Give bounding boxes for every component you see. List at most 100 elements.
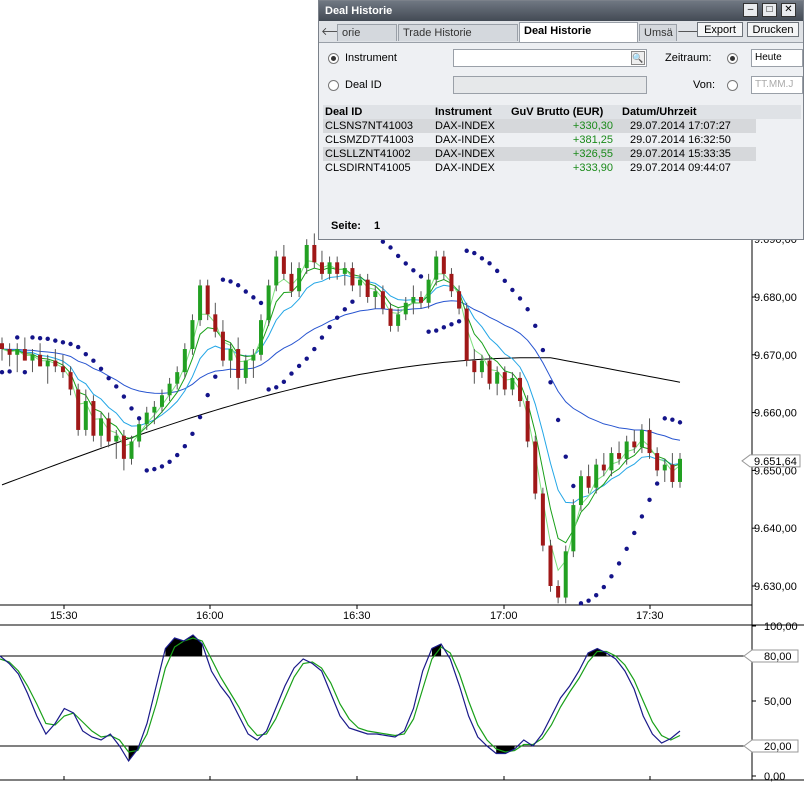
tab-next-icon[interactable]: 🡒	[677, 26, 707, 38]
von-radio[interactable]	[727, 80, 738, 91]
candle-body	[365, 279, 370, 297]
price-tick-label: 9.660,00	[754, 408, 797, 420]
table-row[interactable]: CLSMZD7T41003 DAX-INDEX +381,25 29.07.20…	[323, 133, 801, 147]
tab-trade-history[interactable]: Trade Historie	[398, 24, 518, 41]
sar-dot	[281, 379, 287, 385]
sar-dot	[403, 261, 408, 266]
candle-body	[540, 493, 545, 546]
sar-dot	[83, 351, 88, 357]
cell-deal-id: CLSDIRNT41005	[325, 162, 411, 174]
candle-body	[99, 418, 104, 436]
overbought-fill	[431, 644, 442, 656]
candle-body	[30, 354, 35, 361]
time-tick-label: 17:00	[490, 610, 518, 622]
col-pnl[interactable]: GuV Brutto (EUR)	[511, 106, 604, 118]
sar-dot	[388, 245, 393, 250]
print-button[interactable]: Drucken	[747, 22, 799, 37]
zeitraum-select[interactable]: Heute	[751, 49, 803, 67]
sar-dot	[342, 307, 348, 312]
sar-dot	[517, 296, 523, 301]
candle-body	[396, 314, 401, 326]
search-icon[interactable]: 🔍	[631, 51, 645, 65]
cell-datetime: 29.07.2014 16:32:50	[630, 134, 731, 146]
candle-body	[274, 256, 279, 286]
page-number[interactable]: 1	[374, 220, 381, 232]
maximize-icon[interactable]: □	[762, 3, 777, 17]
candle-body	[662, 464, 667, 471]
cyan-moving-average-line	[1, 274, 681, 504]
sar-dot	[555, 417, 561, 423]
candle-body	[457, 291, 462, 309]
deal-table: Deal ID Instrument GuV Brutto (EUR) Datu…	[323, 105, 801, 175]
zeitraum-radio[interactable]	[727, 53, 738, 64]
price-tick-label: 9.630,00	[754, 581, 797, 593]
export-button[interactable]: Export	[697, 22, 743, 37]
sar-dot	[0, 369, 5, 375]
sar-dot	[677, 420, 683, 425]
candle-body	[304, 244, 309, 269]
stoch-tick-label: 20,00	[764, 741, 792, 753]
instrument-label: Instrument	[345, 52, 397, 64]
table-row[interactable]: CLSLLZNT41002 DAX-INDEX +326,55 29.07.20…	[323, 147, 801, 161]
instrument-radio[interactable]	[328, 53, 339, 64]
col-deal-id[interactable]: Deal ID	[325, 106, 363, 118]
sar-dot	[37, 335, 43, 341]
candle-body	[502, 372, 507, 390]
table-row[interactable]: CLSNS7NT41003 DAX-INDEX +330,30 29.07.20…	[323, 119, 801, 133]
sar-dot	[197, 414, 203, 420]
candle-body	[533, 441, 538, 494]
sar-dot	[175, 452, 180, 458]
candle-body	[327, 262, 332, 274]
tab-bar: 🡐 orie Trade Historie Deal Historie Umsä…	[319, 21, 803, 43]
sar-dot	[525, 307, 530, 312]
col-instrument[interactable]: Instrument	[435, 106, 492, 118]
time-axis: 15:30 16:00 16:30 17:00 17:30	[50, 605, 664, 780]
sar-dot	[7, 369, 12, 374]
tab-order-history[interactable]: orie	[337, 24, 397, 41]
sar-dot	[502, 278, 507, 284]
sar-dot	[449, 322, 454, 327]
sar-dot	[654, 481, 660, 486]
candle-body	[624, 441, 629, 459]
sar-dot	[510, 287, 515, 293]
sar-dot	[98, 366, 104, 371]
sar-dot	[533, 323, 538, 329]
col-datetime[interactable]: Datum/Uhrzeit	[622, 106, 697, 118]
candle-body	[319, 262, 324, 274]
tab-prev-icon[interactable]: 🡐	[321, 26, 351, 38]
von-date-input[interactable]: TT.MM.J	[751, 76, 803, 94]
candle-body	[228, 349, 233, 361]
candle-body	[205, 285, 210, 315]
candle-body	[266, 285, 271, 321]
sar-dot	[15, 335, 20, 340]
sar-dot	[616, 561, 622, 566]
tab-deal-history[interactable]: Deal Historie	[519, 22, 638, 42]
candle-body	[388, 308, 393, 326]
sar-dot	[251, 295, 256, 300]
window-titlebar[interactable]: Deal Historie	[319, 1, 803, 21]
sar-dot	[22, 369, 28, 375]
deal-id-radio[interactable]	[328, 80, 339, 91]
candle-body	[609, 453, 614, 471]
candle-body	[220, 331, 225, 361]
instrument-input[interactable]: 🔍	[453, 49, 647, 67]
candle-body	[441, 256, 446, 274]
sar-dot	[350, 299, 355, 304]
close-icon[interactable]: ✕	[781, 3, 796, 17]
cell-datetime: 29.07.2014 15:33:35	[630, 148, 731, 160]
cell-instrument: DAX-INDEX	[435, 162, 495, 174]
candle-body	[670, 464, 675, 482]
candle-body	[76, 389, 81, 430]
minimize-icon[interactable]: –	[743, 3, 758, 17]
candle-body	[479, 360, 484, 373]
deal-id-input[interactable]	[453, 76, 647, 94]
candle-body	[129, 441, 134, 459]
sar-dot	[624, 546, 629, 551]
deal-id-label: Deal ID	[345, 79, 382, 91]
candle-body	[190, 320, 195, 350]
sar-dot	[464, 248, 469, 253]
candle-body	[60, 366, 65, 373]
table-row[interactable]: CLSDIRNT41005 DAX-INDEX +333,90 29.07.20…	[323, 161, 801, 175]
tab-turnover[interactable]: Umsä	[639, 24, 677, 41]
